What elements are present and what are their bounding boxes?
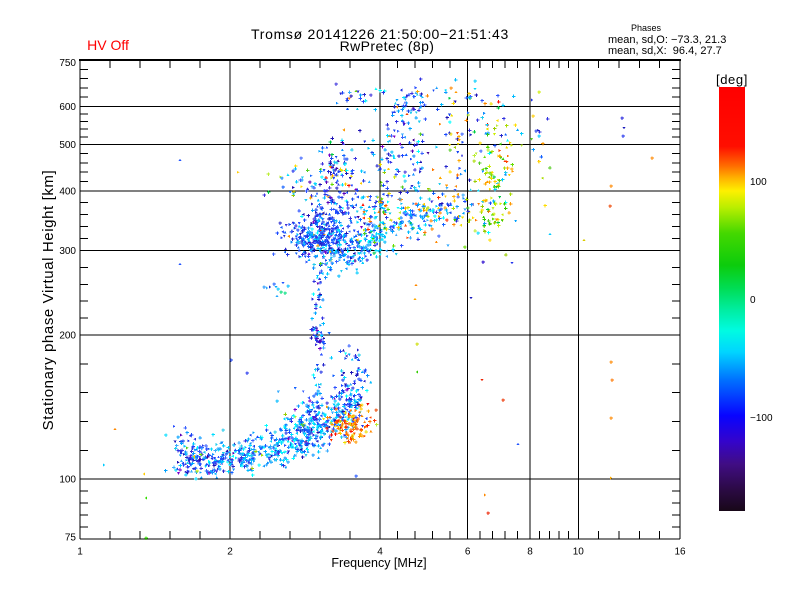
svg-text:0: 0 xyxy=(750,295,756,306)
svg-text:1: 1 xyxy=(77,547,83,558)
svg-text:600: 600 xyxy=(59,102,76,113)
svg-text:mean, sd,O: −73.3, 21.3: mean, sd,O: −73.3, 21.3 xyxy=(608,34,726,46)
svg-text:Stationary phase Virtual Heigh: Stationary phase Virtual Height [km] xyxy=(40,170,57,431)
svg-text:400: 400 xyxy=(59,186,76,197)
svg-text:Frequency [MHz]: Frequency [MHz] xyxy=(331,556,426,570)
svg-text:HV Off: HV Off xyxy=(87,37,129,53)
svg-text:300: 300 xyxy=(59,246,76,257)
svg-text:8: 8 xyxy=(527,547,533,558)
svg-text:mean, sd,X: 96.4, 27.7: mean, sd,X: 96.4, 27.7 xyxy=(608,45,722,57)
svg-text:Phases: Phases xyxy=(631,23,662,33)
svg-text:100: 100 xyxy=(750,177,767,188)
svg-text:200: 200 xyxy=(59,331,76,342)
svg-text:RwPretec (8p): RwPretec (8p) xyxy=(340,38,435,54)
svg-text:[deg]: [deg] xyxy=(716,72,748,87)
svg-text:750: 750 xyxy=(59,58,76,69)
svg-text:−100: −100 xyxy=(750,413,773,424)
svg-text:100: 100 xyxy=(59,475,76,486)
svg-text:75: 75 xyxy=(65,533,77,544)
svg-text:16: 16 xyxy=(674,547,686,558)
svg-text:Tromsø 20141226 21:50:00−21:51: Tromsø 20141226 21:50:00−21:51:43 xyxy=(251,26,509,42)
svg-text:500: 500 xyxy=(59,140,76,151)
svg-text:2: 2 xyxy=(227,547,233,558)
svg-text:6: 6 xyxy=(465,547,471,558)
svg-text:4: 4 xyxy=(377,547,383,558)
svg-text:10: 10 xyxy=(573,547,585,558)
